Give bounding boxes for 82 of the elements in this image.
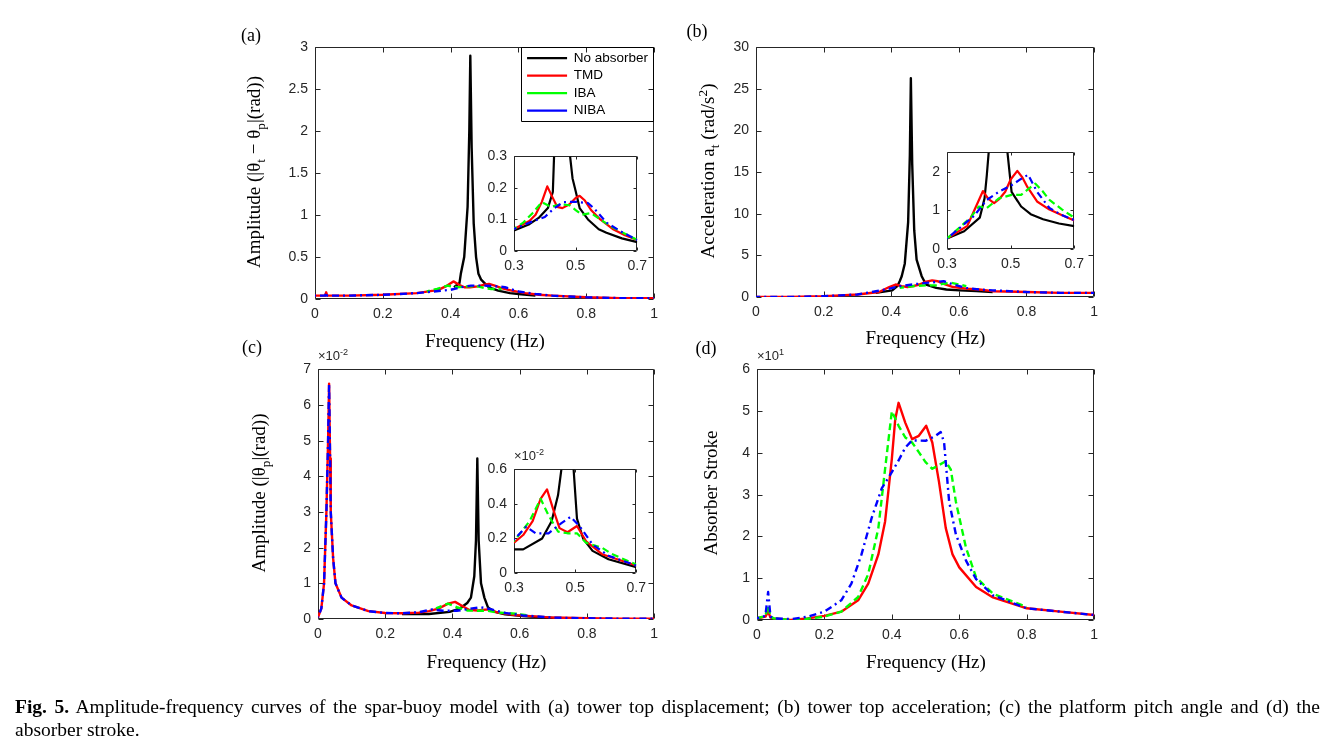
x-axis-title: Frequency (Hz): [425, 330, 545, 352]
x-tick-label: 0.7: [1064, 255, 1085, 272]
y-tick-label: 0: [499, 241, 508, 258]
x-tick-label: 0.4: [442, 625, 463, 642]
y-tick-label: 0.6: [487, 460, 508, 477]
x-axis-title: Frequency (Hz): [426, 651, 547, 673]
y-tick-label: 20: [733, 121, 750, 138]
y-tick-label: 2: [300, 122, 309, 139]
x-tick-label: 0.5: [565, 579, 586, 596]
x-axis-title: Frequency (Hz): [866, 651, 986, 673]
legend-label: No absorber: [573, 49, 649, 65]
y-tick-label: 4: [303, 467, 312, 484]
annotation: ×10$^{-2}$: [514, 446, 545, 464]
y-tick-label: 3: [303, 502, 312, 519]
y-tick-label: 3: [300, 38, 309, 55]
y-tick-label: 15: [733, 163, 750, 180]
chart-title: (b): [686, 20, 708, 42]
x-tick-label: 0.6: [949, 626, 970, 643]
y-tick-label: 0: [742, 610, 751, 627]
x-tick-label: 0.2: [813, 303, 834, 320]
chart-title: (d): [695, 337, 717, 359]
y-tick-label: 2: [932, 162, 941, 179]
x-tick-label: 0.2: [375, 625, 396, 642]
x-tick-label: 0.2: [373, 305, 393, 322]
line-series: [514, 515, 637, 567]
x-tick-label: 0.8: [1016, 626, 1037, 643]
y-tick-label: 6: [303, 395, 312, 412]
x-tick-label: 0.4: [440, 305, 461, 322]
y-tick-label: 0.1: [487, 210, 508, 227]
y-tick-label: 3: [742, 485, 751, 502]
y-tick-label: 5: [303, 431, 312, 448]
x-tick-label: 0.7: [626, 579, 647, 596]
x-tick-label: 1: [1090, 626, 1099, 643]
y-tick-label: 0: [300, 289, 309, 306]
x-tick-label: 0.5: [565, 257, 586, 274]
y-tick-label: 2: [742, 527, 751, 544]
x-tick-label: 0.7: [627, 257, 648, 274]
text: ×10$^{1}$: [757, 346, 785, 364]
y-tick-label: 0: [303, 609, 312, 626]
y-tick-label: 0.4: [487, 494, 508, 511]
y-axis-title: Absorber Stroke: [700, 430, 722, 556]
chart-title: (a): [241, 24, 261, 46]
y-tick-label: 30: [733, 38, 750, 55]
chart-title: (c): [242, 336, 262, 358]
x-tick-label: 0.8: [577, 625, 597, 642]
y-tick-label: 25: [733, 79, 750, 96]
y-tick-label: 6: [742, 360, 751, 377]
y-tick-label: 1: [932, 201, 941, 218]
legend-label: TMD: [573, 67, 604, 83]
x-tick-label: 1: [1090, 303, 1099, 320]
x-tick-label: 0: [314, 625, 323, 642]
x-tick-label: 0.5: [1000, 255, 1021, 272]
y-tick-label: 0: [932, 239, 941, 256]
legend-label: IBA: [573, 84, 596, 100]
y-tick-label: 2: [303, 538, 312, 555]
x-tick-label: 0.2: [814, 626, 835, 643]
y-tick-label: 5: [741, 246, 750, 263]
y-tick-label: 4: [742, 443, 751, 460]
x-tick-label: 0.8: [1016, 303, 1037, 320]
y-tick-label: 10: [733, 204, 750, 221]
y-tick-label: 0: [499, 563, 508, 580]
y-tick-label: 1.5: [288, 164, 309, 181]
x-tick-label: 0.4: [881, 303, 902, 320]
line-series: [315, 284, 655, 299]
y-tick-label: 1: [300, 205, 309, 222]
x-axis-title: Frequency (Hz): [865, 327, 986, 349]
x-tick-label: 0.4: [882, 626, 902, 643]
y-tick-label: 0.2: [487, 529, 508, 546]
legend-label: NIBA: [573, 102, 606, 118]
x-tick-label: 1: [650, 305, 659, 322]
y-tick-label: 0.3: [487, 147, 508, 164]
y-tick-label: 2.5: [288, 80, 309, 97]
x-tick-label: 0.6: [949, 303, 969, 320]
y-tick-label: 0: [741, 287, 750, 304]
y-tick-label: 0.2: [487, 178, 508, 195]
y-tick-label: 7: [303, 360, 312, 377]
y-tick-label: 5: [742, 402, 751, 419]
caption: Fig. 5.: [15, 696, 70, 717]
text: ×10$^{-2}$: [318, 346, 349, 364]
x-tick-label: 1: [650, 625, 659, 642]
x-tick-label: 0.8: [576, 305, 597, 322]
x-tick-label: 0: [753, 626, 762, 643]
